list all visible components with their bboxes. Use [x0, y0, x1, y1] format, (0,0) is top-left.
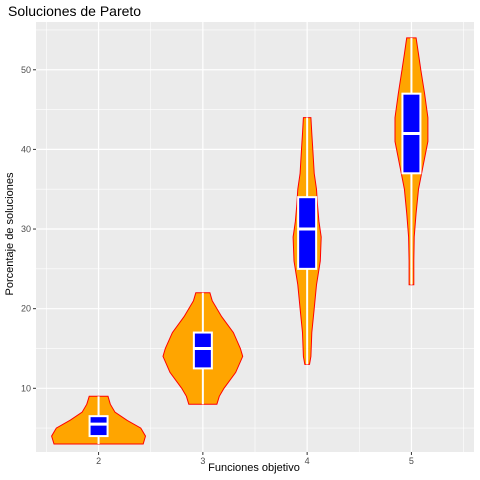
y-tick-label: 20 [21, 304, 31, 314]
box-2 [88, 415, 109, 438]
x-axis-title: Funciones objetivo [208, 462, 300, 474]
y-tick-label: 40 [21, 144, 31, 154]
axis-ticks: 10 20 30 40 50 2 3 4 5 [21, 65, 414, 466]
grid-lines [36, 22, 474, 452]
chart-title: Soluciones de Pareto [8, 3, 141, 19]
y-tick-label: 50 [21, 65, 31, 75]
x-tick-label: 4 [305, 456, 310, 466]
y-tick-label: 30 [21, 224, 31, 234]
y-axis-title: Porcentaje de soluciones [4, 172, 16, 295]
x-tick-label: 5 [409, 456, 414, 466]
box-4 [297, 196, 318, 270]
violins [51, 37, 429, 445]
x-tick-label: 3 [200, 456, 205, 466]
y-tick-label: 10 [21, 383, 31, 393]
x-tick-label: 2 [96, 456, 101, 466]
box-3 [192, 331, 213, 370]
